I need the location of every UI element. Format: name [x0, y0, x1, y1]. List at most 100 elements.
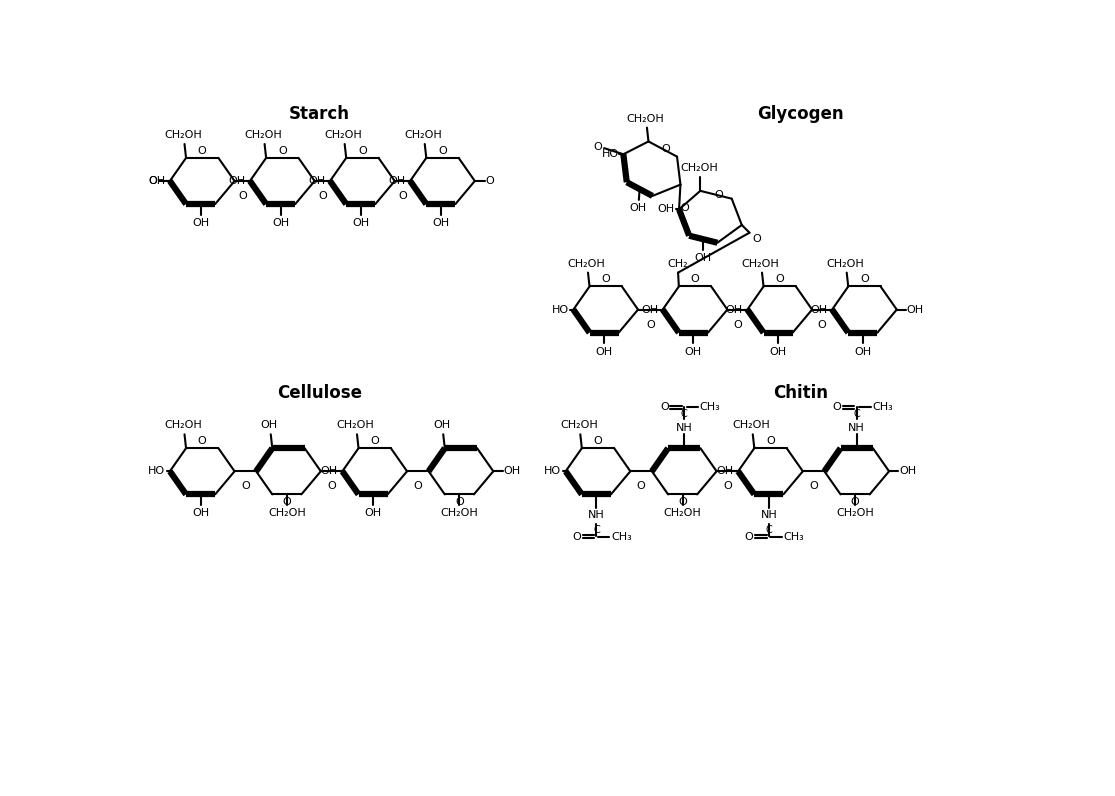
Text: O: O — [690, 274, 699, 284]
Text: OH: OH — [630, 203, 647, 213]
Text: OH: OH — [899, 466, 917, 476]
Text: OH: OH — [433, 420, 450, 431]
Text: CH₂OH: CH₂OH — [733, 420, 770, 431]
Text: OH: OH — [906, 305, 924, 314]
Text: Starch: Starch — [289, 105, 350, 123]
Text: CH₂OH: CH₂OH — [568, 259, 605, 269]
Text: O: O — [455, 497, 464, 507]
Text: CH₃: CH₃ — [872, 402, 893, 412]
Text: O: O — [594, 142, 602, 152]
Text: OH: OH — [854, 346, 871, 357]
Text: O: O — [327, 482, 336, 491]
Text: O: O — [278, 146, 287, 155]
Text: O: O — [438, 146, 447, 155]
Text: CH₂OH: CH₂OH — [244, 131, 282, 140]
Text: OH: OH — [261, 420, 278, 431]
Text: OH: OH — [726, 305, 743, 314]
Text: HO: HO — [602, 150, 619, 159]
Text: CH₂: CH₂ — [667, 259, 688, 269]
Text: O: O — [733, 319, 741, 330]
Text: CH₃: CH₃ — [611, 532, 632, 542]
Text: OH: OH — [148, 176, 165, 186]
Text: CH₂OH: CH₂OH — [324, 131, 362, 140]
Text: Cellulose: Cellulose — [277, 384, 361, 402]
Text: C: C — [766, 525, 773, 535]
Text: CH₂OH: CH₂OH — [627, 114, 665, 123]
Text: O: O — [833, 402, 842, 412]
Text: OH: OH — [308, 176, 326, 186]
Text: CH₂OH: CH₂OH — [440, 508, 478, 518]
Text: O: O — [237, 191, 246, 201]
Text: O: O — [715, 189, 724, 200]
Text: C: C — [853, 409, 860, 419]
Text: HO: HO — [148, 466, 165, 476]
Text: O: O — [661, 144, 670, 154]
Text: OH: OH — [503, 466, 521, 476]
Text: CH₃: CH₃ — [784, 532, 804, 542]
Text: O: O — [680, 203, 689, 213]
Text: OH: OH — [352, 218, 369, 228]
Text: HO: HO — [552, 305, 569, 314]
Text: O: O — [148, 176, 157, 186]
Text: OH: OH — [433, 218, 449, 228]
Text: CH₂OH: CH₂OH — [663, 508, 701, 518]
Text: CH₂OH: CH₂OH — [405, 131, 442, 140]
Text: Glycogen: Glycogen — [757, 105, 844, 123]
Text: CH₂OH: CH₂OH — [560, 420, 598, 431]
Text: OH: OH — [192, 508, 210, 518]
Text: O: O — [646, 319, 655, 330]
Text: O: O — [637, 482, 646, 491]
Text: CH₂OH: CH₂OH — [337, 420, 375, 431]
Text: OH: OH — [769, 346, 787, 357]
Text: O: O — [860, 274, 869, 284]
Text: O: O — [678, 497, 687, 507]
Text: O: O — [370, 436, 379, 446]
Text: O: O — [753, 234, 762, 244]
Text: O: O — [358, 146, 367, 155]
Text: OH: OH — [658, 205, 675, 214]
Text: O: O — [809, 482, 818, 491]
Text: CH₂OH: CH₂OH — [268, 508, 306, 518]
Text: OH: OH — [272, 218, 289, 228]
Text: O: O — [241, 482, 250, 491]
Text: O: O — [197, 436, 206, 446]
Text: OH: OH — [695, 253, 711, 263]
Text: O: O — [197, 146, 206, 155]
Text: CH₂OH: CH₂OH — [164, 131, 202, 140]
Text: OH: OH — [595, 346, 612, 357]
Text: CH₂OH: CH₂OH — [164, 420, 202, 431]
Text: OH: OH — [811, 305, 827, 314]
Text: O: O — [601, 274, 610, 284]
Text: O: O — [775, 274, 784, 284]
Text: OH: OH — [229, 176, 245, 186]
Text: CH₂OH: CH₂OH — [836, 508, 874, 518]
Text: OH: OH — [321, 466, 338, 476]
Text: CH₃: CH₃ — [699, 402, 720, 412]
Text: O: O — [593, 436, 602, 446]
Text: O: O — [318, 191, 327, 201]
Text: C: C — [593, 525, 600, 535]
Text: O: O — [851, 497, 860, 507]
Text: O: O — [414, 482, 423, 491]
Text: OH: OH — [717, 466, 734, 476]
Text: O: O — [766, 436, 775, 446]
Text: OH: OH — [365, 508, 381, 518]
Text: OH: OH — [388, 176, 406, 186]
Text: CH₂OH: CH₂OH — [826, 259, 864, 269]
Text: NH: NH — [849, 423, 865, 433]
Text: OH: OH — [641, 305, 658, 314]
Text: O: O — [572, 532, 581, 542]
Text: CH₂OH: CH₂OH — [741, 259, 779, 269]
Text: O: O — [660, 402, 669, 412]
Text: NH: NH — [760, 509, 777, 520]
Text: CH₂OH: CH₂OH — [680, 163, 718, 174]
Text: O: O — [398, 191, 407, 201]
Text: O: O — [282, 497, 291, 507]
Text: NH: NH — [588, 509, 604, 520]
Text: O: O — [745, 532, 754, 542]
Text: O: O — [486, 176, 494, 186]
Text: O: O — [817, 319, 826, 330]
Text: OH: OH — [192, 218, 210, 228]
Text: NH: NH — [676, 423, 692, 433]
Text: HO: HO — [544, 466, 561, 476]
